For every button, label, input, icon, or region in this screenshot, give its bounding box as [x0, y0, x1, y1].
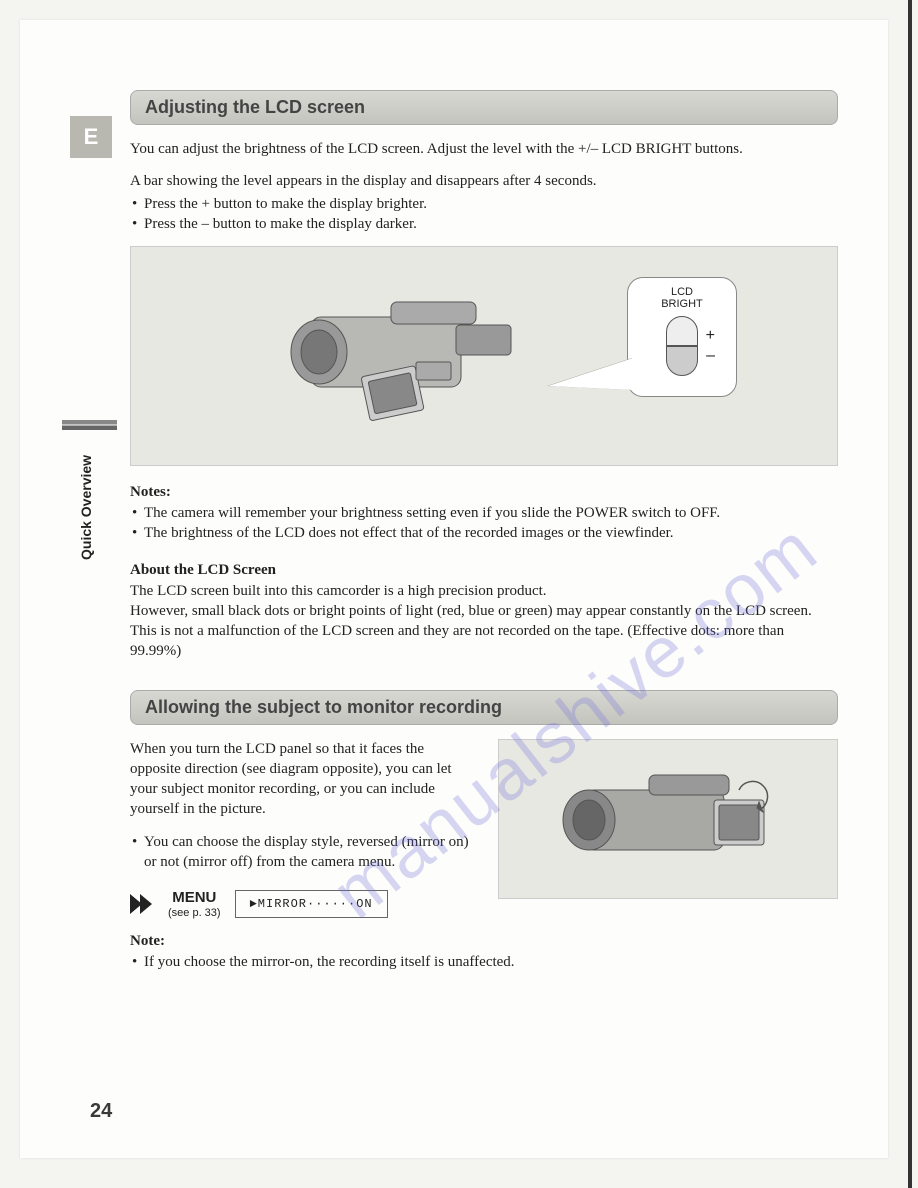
lcd-bright-button-icon: + – — [666, 316, 698, 376]
section-heading-lcd: Adjusting the LCD screen — [130, 90, 838, 125]
menu-page-ref: (see p. 33) — [168, 907, 221, 919]
section-tab: E — [70, 116, 112, 158]
brightness-bullets: Press the + button to make the display b… — [130, 194, 838, 235]
sidebar-rule — [62, 420, 117, 430]
camcorder-illustration — [271, 277, 531, 447]
notes-list: The camera will remember your brightness… — [130, 503, 838, 544]
page-content: Adjusting the LCD screen You can adjust … — [130, 90, 838, 972]
about-heading: About the LCD Screen — [130, 562, 838, 579]
mirror-notes: If you choose the mirror-on, the recordi… — [130, 952, 838, 972]
intro-text: You can adjust the brightness of the LCD… — [130, 139, 838, 159]
page-edge-shadow — [908, 0, 912, 1188]
figure-mirror — [498, 739, 838, 899]
list-item: The brightness of the LCD does not effec… — [130, 523, 838, 543]
menu-display-box: ►MIRROR······ON — [235, 890, 388, 918]
menu-play-icon — [130, 894, 154, 914]
figure-lcd-bright: LCD BRIGHT + – — [130, 246, 838, 466]
camcorder-mirror-illustration — [499, 740, 839, 900]
two-column-row: When you turn the LCD panel so that it f… — [130, 739, 838, 919]
mirror-bullets: You can choose the display style, revers… — [130, 832, 478, 873]
list-item: You can choose the display style, revers… — [130, 832, 478, 873]
bar-text: A bar showing the level appears in the d… — [130, 171, 838, 191]
callout-label-2: BRIGHT — [636, 298, 728, 310]
sidebar-vertical-label: Quick Overview — [78, 455, 94, 560]
mirror-body: When you turn the LCD panel so that it f… — [130, 739, 478, 820]
list-item: Press the – button to make the display d… — [130, 214, 838, 234]
page-number: 24 — [90, 1100, 112, 1123]
callout-pointer — [548, 358, 633, 390]
section-tab-letter: E — [84, 124, 99, 150]
menu-reference-row: MENU (see p. 33) ►MIRROR······ON — [130, 890, 478, 919]
about-body: The LCD screen built into this camcorder… — [130, 581, 838, 662]
notes-label: Notes: — [130, 484, 838, 501]
section-heading-mirror: Allowing the subject to monitor recordin… — [130, 690, 838, 725]
manual-page: E Quick Overview Adjusting the LCD scree… — [20, 20, 888, 1158]
list-item: The camera will remember your brightness… — [130, 503, 838, 523]
callout-label-1: LCD — [636, 286, 728, 298]
menu-word: MENU — [168, 890, 221, 907]
list-item: Press the + button to make the display b… — [130, 194, 838, 214]
lcd-bright-callout: LCD BRIGHT + – — [627, 277, 737, 397]
note-label: Note: — [130, 933, 838, 950]
menu-label-block: MENU (see p. 33) — [168, 890, 221, 919]
plus-icon: + — [706, 327, 715, 345]
list-item: If you choose the mirror-on, the recordi… — [130, 952, 838, 972]
left-column: When you turn the LCD panel so that it f… — [130, 739, 478, 919]
minus-icon: – — [706, 347, 715, 365]
